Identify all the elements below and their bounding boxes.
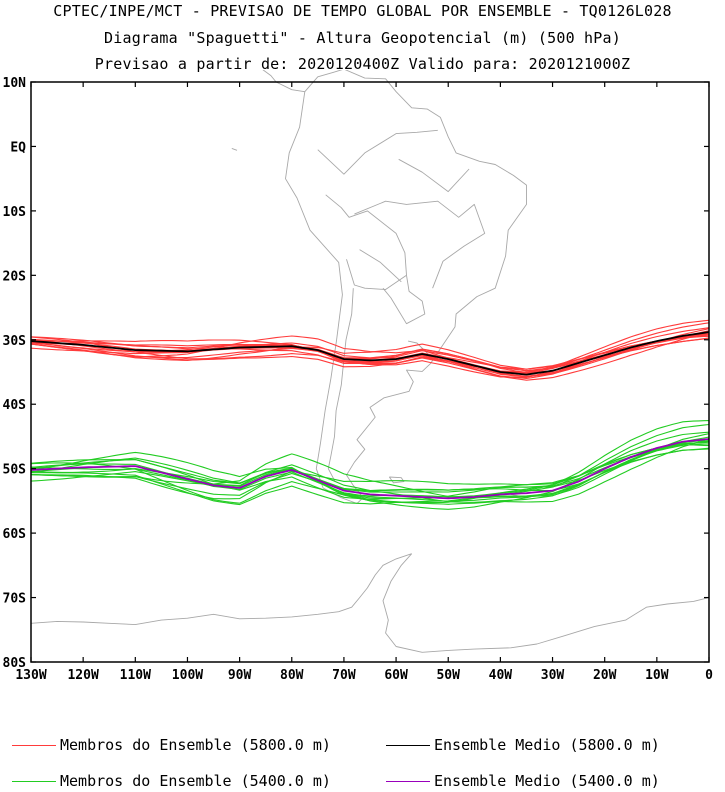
member-5400-line-6 [30, 433, 710, 500]
legend-swatch-purple [386, 781, 430, 782]
ensemble-members-layer [30, 319, 710, 510]
lon-label: 40W [489, 668, 513, 683]
lat-label: 50S [3, 463, 27, 478]
falklands [388, 476, 405, 484]
coastline-layer [30, 70, 710, 653]
border-9 [359, 249, 402, 283]
legend-swatch-black [386, 745, 430, 746]
lon-label: 130W [15, 668, 46, 683]
lon-label: 0 [705, 668, 713, 683]
antarctic-peninsula [30, 553, 412, 626]
border-7 [354, 200, 486, 289]
border-1 [317, 129, 438, 175]
border-5 [327, 288, 354, 482]
legend-black-mean: Ensemble Medio (5800.0 m) [386, 736, 660, 754]
mean-5800-line [30, 331, 710, 376]
legend-label-black: Ensemble Medio (5800.0 m) [434, 736, 660, 754]
lat-label: 60S [3, 527, 27, 542]
border-4 [382, 275, 426, 325]
ensemble-mean-layer [30, 331, 710, 500]
lat-label: 80S [3, 656, 27, 671]
border-2 [325, 194, 407, 276]
legend-label-green: Membros do Ensemble (5400.0 m) [60, 772, 331, 790]
border-3 [346, 259, 407, 290]
lon-label: 90W [228, 668, 252, 683]
lat-label: EQ [10, 140, 26, 155]
lon-label: 120W [67, 668, 98, 683]
central-america [262, 70, 305, 93]
weddell-coast [382, 553, 710, 653]
lon-label: 80W [280, 668, 304, 683]
lon-label: 110W [120, 668, 151, 683]
lat-label: 30S [3, 334, 27, 349]
lon-label: 60W [384, 668, 408, 683]
border-8 [398, 158, 470, 193]
member-5400-line-13 [30, 441, 710, 493]
map-frame [30, 81, 710, 663]
legend-green-members: Membros do Ensemble (5400.0 m) [12, 772, 331, 790]
lat-label: 10N [3, 76, 27, 91]
title-line-3: Previsao a partir de: 2020120400Z Valido… [94, 55, 631, 73]
legend-label-purple: Ensemble Medio (5400.0 m) [434, 772, 660, 790]
lon-label: 20W [593, 668, 617, 683]
lat-label: 20S [3, 269, 27, 284]
member-5800-line-6 [30, 328, 710, 378]
member-5800-line-8 [30, 332, 710, 370]
lon-label: 30W [541, 668, 565, 683]
lon-label: 100W [172, 668, 203, 683]
member-5400-line-14 [30, 436, 710, 492]
lat-label: 70S [3, 592, 27, 607]
member-5800-line-14 [30, 330, 710, 374]
south-america-coast [285, 70, 527, 504]
member-5800-line-7 [30, 322, 710, 374]
legend-swatch-green [12, 781, 56, 782]
legend-label-red: Membros do Ensemble (5800.0 m) [60, 736, 331, 754]
legend-purple-mean: Ensemble Medio (5400.0 m) [386, 772, 660, 790]
title-line-2: Diagrama "Spaguetti" - Altura Geopotenci… [104, 29, 621, 47]
member-5400-line-8 [30, 440, 710, 500]
lat-label: 40S [3, 398, 27, 413]
title-line-1: CPTEC/INPE/MCT - PREVISAO DE TEMPO GLOBA… [53, 2, 672, 20]
lon-label: 70W [332, 668, 356, 683]
lon-label: 10W [645, 668, 669, 683]
legend-red-members: Membros do Ensemble (5800.0 m) [12, 736, 331, 754]
lon-label: 50W [436, 668, 460, 683]
lat-label: 10S [3, 205, 27, 220]
legend-swatch-red [12, 745, 56, 746]
mean-5400-line [30, 438, 710, 500]
galapagos [231, 147, 238, 151]
